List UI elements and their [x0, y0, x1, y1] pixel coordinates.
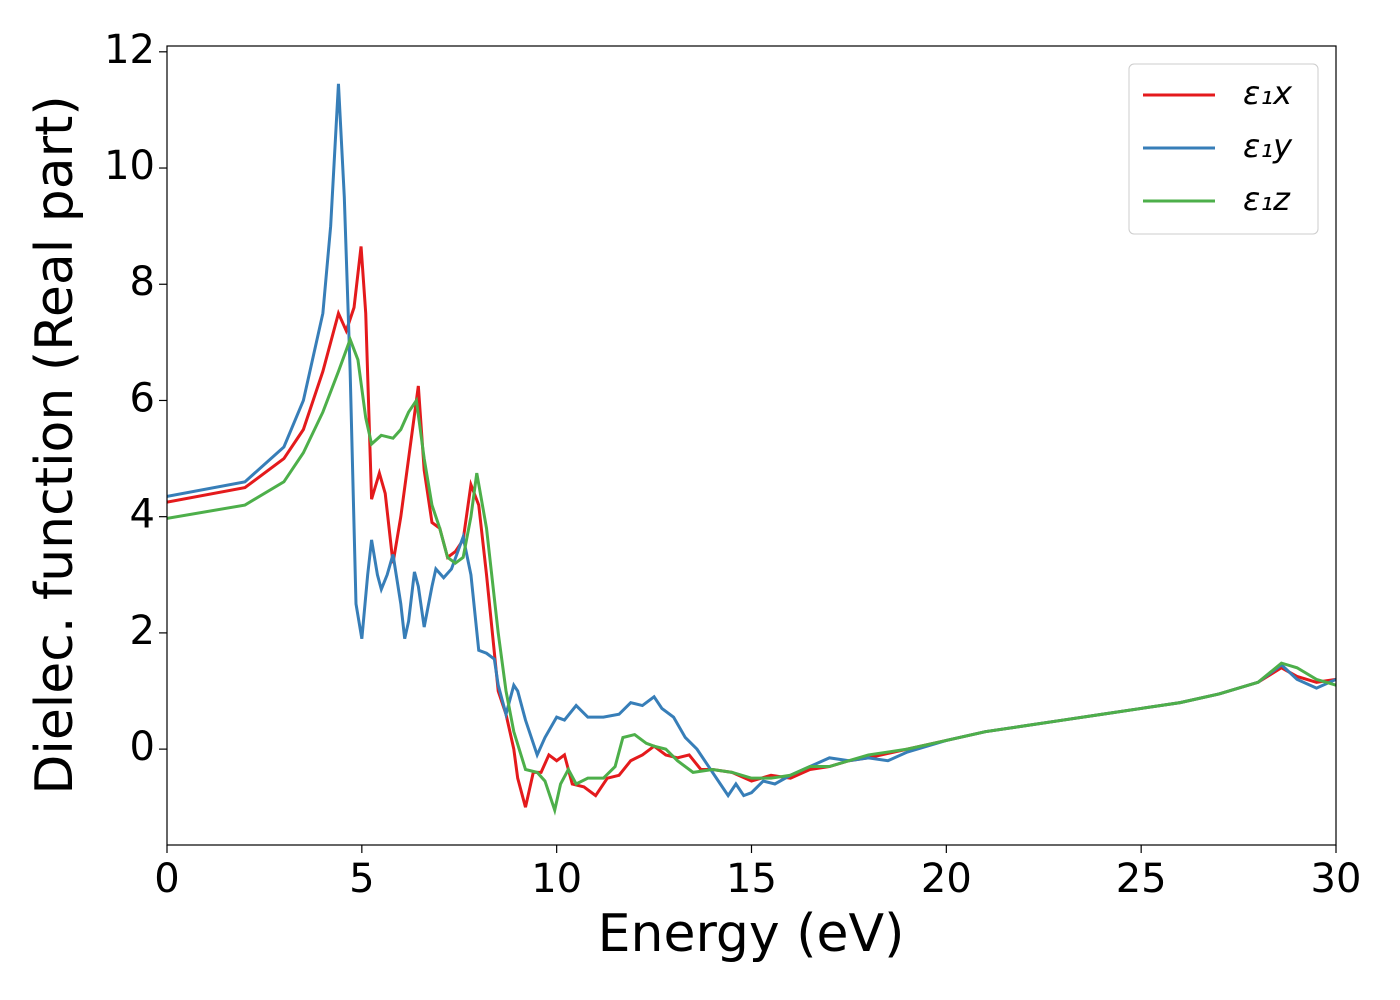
y-tick-label: 6 [130, 375, 155, 421]
x-tick-label: 5 [349, 856, 374, 902]
legend-box [1128, 63, 1319, 235]
y-tick-label: 8 [130, 259, 155, 305]
x-axis-label: Energy (eV) [598, 904, 905, 964]
x-tick-label: 25 [1116, 856, 1167, 902]
x-tick-label: 15 [726, 856, 777, 902]
y-tick-label: 10 [104, 143, 155, 189]
y-tick-label: 0 [130, 724, 155, 770]
legend-label: ε₁y [1243, 127, 1293, 165]
line-series [167, 83, 1336, 799]
plot-frame [166, 45, 1337, 846]
legend-label: ε₁z [1243, 180, 1291, 218]
x-tick-label: 0 [154, 856, 179, 902]
y-tick-label: 2 [130, 608, 155, 654]
legend-label: ε₁x [1243, 74, 1293, 112]
y-tick-label: 4 [130, 492, 155, 538]
x-tick-label: 20 [921, 856, 972, 902]
line-series [167, 335, 1336, 816]
y-axis-label: Dielec. function (Real part) [25, 95, 85, 794]
x-tick-label: 30 [1311, 856, 1362, 902]
line-series [167, 246, 1336, 808]
y-tick-label: 12 [104, 27, 155, 73]
x-tick-label: 10 [531, 856, 582, 902]
